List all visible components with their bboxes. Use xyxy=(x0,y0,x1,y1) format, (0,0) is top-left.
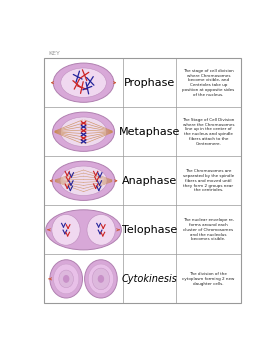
Ellipse shape xyxy=(53,264,79,294)
Text: The Chromosomes are
separated by the spindle
fibers and moved until
they form 2 : The Chromosomes are separated by the spi… xyxy=(183,169,234,192)
Circle shape xyxy=(64,276,69,282)
Text: Cytokinesis: Cytokinesis xyxy=(122,274,177,284)
Ellipse shape xyxy=(85,260,117,298)
Text: The Stage of Cell Division
where the Chromosomes
line up in the center of
the nu: The Stage of Cell Division where the Chr… xyxy=(182,118,235,146)
Ellipse shape xyxy=(87,215,115,245)
Circle shape xyxy=(98,276,103,282)
Ellipse shape xyxy=(60,117,107,146)
Ellipse shape xyxy=(88,264,114,294)
Text: Anaphase: Anaphase xyxy=(122,176,177,186)
Ellipse shape xyxy=(53,112,114,151)
Ellipse shape xyxy=(52,215,80,245)
Text: The stage of cell division
where Chromosomes
become visible, and
Centrioles take: The stage of cell division where Chromos… xyxy=(182,69,235,97)
Ellipse shape xyxy=(53,63,114,102)
Text: Telophase: Telophase xyxy=(122,225,177,235)
Ellipse shape xyxy=(46,210,121,250)
Text: Prophase: Prophase xyxy=(124,78,175,88)
Text: The nuclear envelope re-
forms around each
cluster of Chromosomes
and the nucleo: The nuclear envelope re- forms around ea… xyxy=(183,218,234,242)
Text: Metaphase: Metaphase xyxy=(119,127,180,137)
Ellipse shape xyxy=(50,260,83,298)
Ellipse shape xyxy=(59,270,73,288)
Ellipse shape xyxy=(52,161,115,201)
Text: The division of the
cytoplasm forming 2 new
daughter cells.: The division of the cytoplasm forming 2 … xyxy=(182,272,235,286)
Ellipse shape xyxy=(92,268,110,290)
Ellipse shape xyxy=(61,68,106,97)
Text: KEY: KEY xyxy=(48,51,60,56)
Ellipse shape xyxy=(60,166,107,196)
